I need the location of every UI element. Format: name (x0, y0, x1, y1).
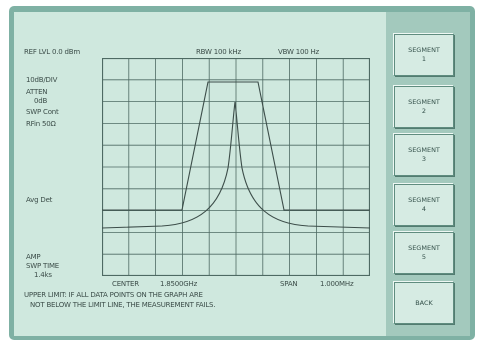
segment-2-button[interactable]: SEGMENT 2 (394, 86, 454, 128)
measured-trace (102, 101, 370, 229)
display-screen (14, 12, 386, 336)
vbw-readout: VBW 100 Hz (278, 48, 320, 56)
span-readout: 1.000MHz (320, 280, 354, 288)
graticule (102, 58, 370, 276)
segment-3-button[interactable]: SEGMENT 3 (394, 134, 454, 176)
back-label: BACK (415, 298, 433, 307)
center-frequency-readout: 1.8500GHz (160, 280, 198, 288)
segment-4-button[interactable]: SEGMENT 4 (394, 184, 454, 226)
ref-level-readout: REF LVL 0.0 dBm (24, 48, 81, 56)
message-line-1: UPPER LIMIT: IF ALL DATA POINTS ON THE G… (24, 291, 203, 299)
scale-readout: 10dB/DIV (26, 76, 58, 84)
segment-4-label: SEGMENT 4 (408, 196, 440, 213)
segment-2-label: SEGMENT 2 (408, 98, 440, 115)
detector-readout: Avg Det (26, 196, 53, 204)
segment-5-button[interactable]: SEGMENT 5 (394, 232, 454, 274)
rbw-readout: RBW 100 kHz (196, 48, 241, 56)
message-line-2: NOT BELOW THE LIMIT LINE, THE MEASUREMEN… (30, 301, 216, 309)
atten-value: 0dB (34, 97, 48, 105)
center-label: CENTER (112, 280, 139, 288)
spectrum-graph (102, 58, 370, 276)
back-button[interactable]: BACK (394, 282, 454, 324)
sweep-mode-readout: SWP Cont (26, 108, 59, 116)
segment-5-label: SEGMENT 5 (408, 244, 440, 261)
sweep-time-label: SWP TIME (26, 262, 60, 270)
segment-1-button[interactable]: SEGMENT 1 (394, 34, 454, 76)
segment-1-label: SEGMENT 1 (408, 46, 440, 63)
limit-line (102, 81, 370, 211)
span-label: SPAN (280, 280, 298, 288)
atten-label: ATTEN (26, 88, 48, 96)
rf-input-readout: RFin 50Ω (26, 120, 56, 128)
sweep-time-value: 1.4ks (34, 271, 52, 279)
amp-readout: AMP (26, 253, 41, 261)
segment-3-label: SEGMENT 3 (408, 146, 440, 163)
